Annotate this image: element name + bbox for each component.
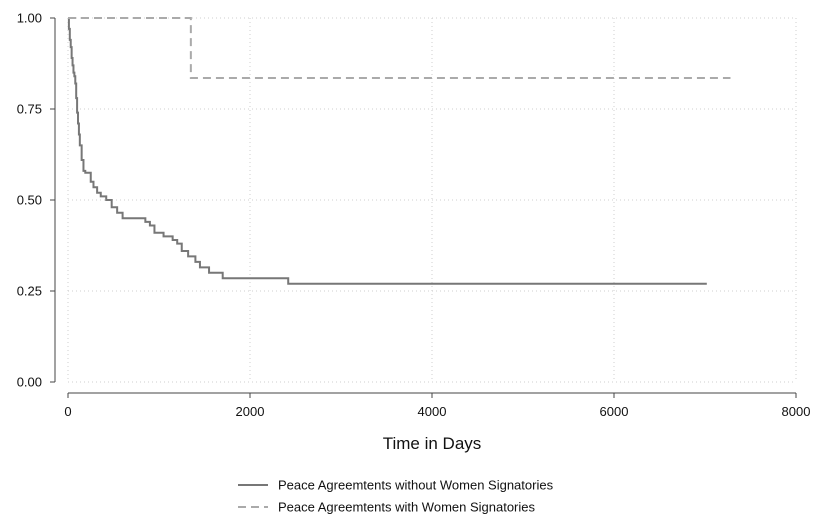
y-tick-label: 1.00	[17, 11, 42, 26]
x-tick-label: 8000	[782, 404, 811, 419]
legend-label-1: Peace Agreemtents without Women Signator…	[278, 478, 554, 493]
grid-lines	[67, 17, 797, 383]
y-tick-label: 0.25	[17, 284, 42, 299]
x-tick-label: 4000	[418, 404, 447, 419]
legend-label-2: Peace Agreemtents with Women Signatories	[278, 500, 536, 515]
y-ticks: 0.00 0.25 0.50 0.75 1.00	[17, 11, 55, 390]
axes	[54, 18, 796, 394]
x-tick-label: 2000	[236, 404, 265, 419]
x-tick-label: 0	[64, 404, 71, 419]
x-axis-title: Time in Days	[383, 434, 482, 453]
y-tick-label: 0.50	[17, 193, 42, 208]
legend: Peace Agreemtents without Women Signator…	[238, 478, 554, 515]
y-tick-label: 0.00	[17, 375, 42, 390]
x-ticks: 0 2000 4000 6000 8000	[64, 393, 810, 419]
y-tick-label: 0.75	[17, 102, 42, 117]
series-line-1	[67, 17, 707, 285]
series-lines	[67, 17, 731, 285]
x-tick-label: 6000	[600, 404, 629, 419]
series-line-2	[68, 17, 731, 80]
